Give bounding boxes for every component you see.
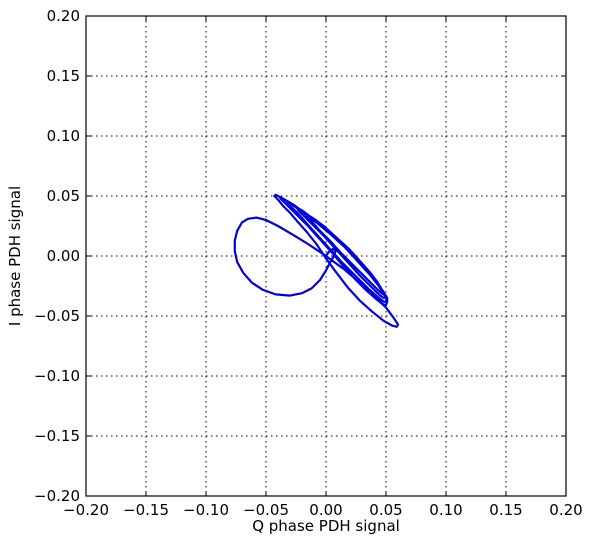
y-tick-label: −0.20: [34, 487, 80, 505]
x-tick-labels: −0.20 −0.15 −0.10 −0.05 0.00 0.05 0.10 0.15 0.20: [63, 501, 583, 519]
y-tick-label: −0.05: [34, 307, 80, 325]
y-tick-label: −0.15: [34, 427, 80, 445]
x-tick-label: 0.15: [489, 501, 522, 519]
x-axis-label: Q phase PDH signal: [252, 517, 400, 535]
x-tick-label: 0.20: [549, 501, 582, 519]
y-tick-label: 0.00: [47, 247, 80, 265]
tick-marks: [85, 15, 567, 497]
y-axis-label: I phase PDH signal: [6, 186, 24, 326]
y-tick-label: −0.10: [34, 367, 80, 385]
y-tick-label: 0.20: [47, 7, 80, 25]
y-tick-labels: −0.20 −0.15 −0.10 −0.05 0.00 0.05 0.10 0.15 0.20: [34, 7, 80, 505]
x-tick-label: −0.20: [63, 501, 109, 519]
y-tick-label: 0.05: [47, 187, 80, 205]
y-tick-label: 0.10: [47, 127, 80, 145]
x-tick-label: −0.10: [183, 501, 229, 519]
series-line-0: [233, 193, 400, 328]
x-tick-label: −0.15: [123, 501, 169, 519]
x-tick-label: 0.10: [429, 501, 462, 519]
grid-lines: [86, 16, 566, 496]
x-tick-label: −0.05: [243, 501, 289, 519]
series-layer: [233, 193, 400, 328]
y-tick-label: 0.15: [47, 67, 80, 85]
x-tick-label: 0.05: [369, 501, 402, 519]
x-tick-label: 0.00: [309, 501, 342, 519]
